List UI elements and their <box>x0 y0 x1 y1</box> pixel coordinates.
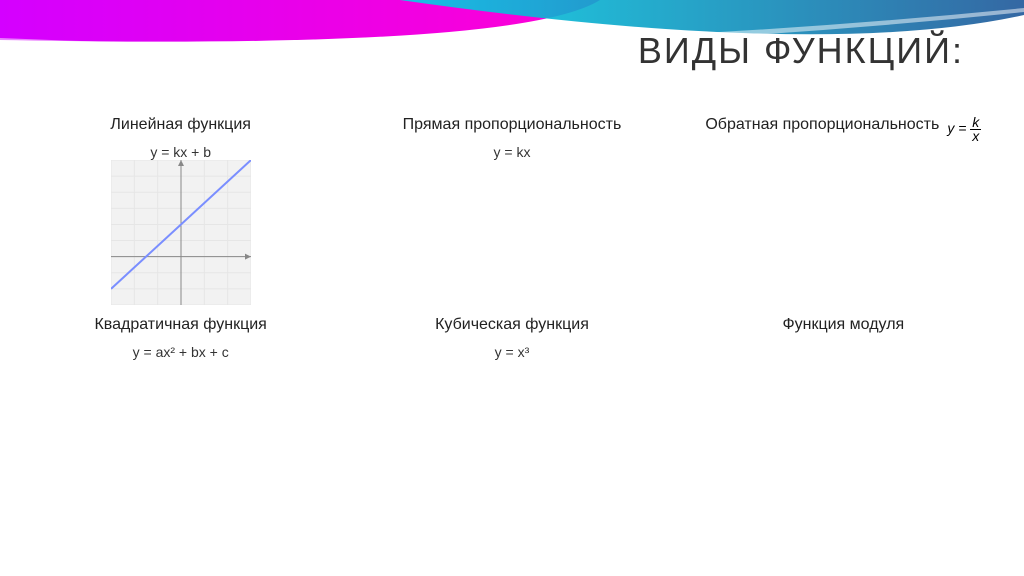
cubic-title: Кубическая функция <box>435 315 589 336</box>
cell-quadratic: Квадратичная функция y = ax² + bx + c <box>20 315 341 360</box>
cubic-formula: y = x³ <box>495 344 530 360</box>
cell-linear: Линейная функция y = kx + b <box>20 115 341 305</box>
linear-title: Линейная функция <box>110 115 251 136</box>
quadratic-title: Квадратичная функция <box>94 315 266 336</box>
function-grid: Линейная функция y = kx + b Прямая пропо… <box>20 115 1004 360</box>
cell-inverse: Обратная пропорциональность y = kx <box>683 115 1004 305</box>
direct-formula: y = kx <box>494 144 531 160</box>
cell-direct: Прямая пропорциональность y = kx <box>351 115 672 305</box>
cell-cubic: Кубическая функция y = x³ <box>351 315 672 360</box>
linear-chart <box>111 160 251 305</box>
direct-title: Прямая пропорциональность <box>403 115 622 136</box>
cell-abs: Функция модуля <box>683 315 1004 360</box>
quadratic-formula: y = ax² + bx + c <box>133 344 229 360</box>
abs-title: Функция модуля <box>782 315 904 336</box>
inverse-title: Обратная пропорциональность <box>705 115 939 136</box>
inverse-formula: y = kx <box>947 116 981 142</box>
linear-formula: y = kx + b <box>150 144 211 160</box>
page-title: ВИДЫ ФУНКЦИЙ: <box>638 30 964 72</box>
